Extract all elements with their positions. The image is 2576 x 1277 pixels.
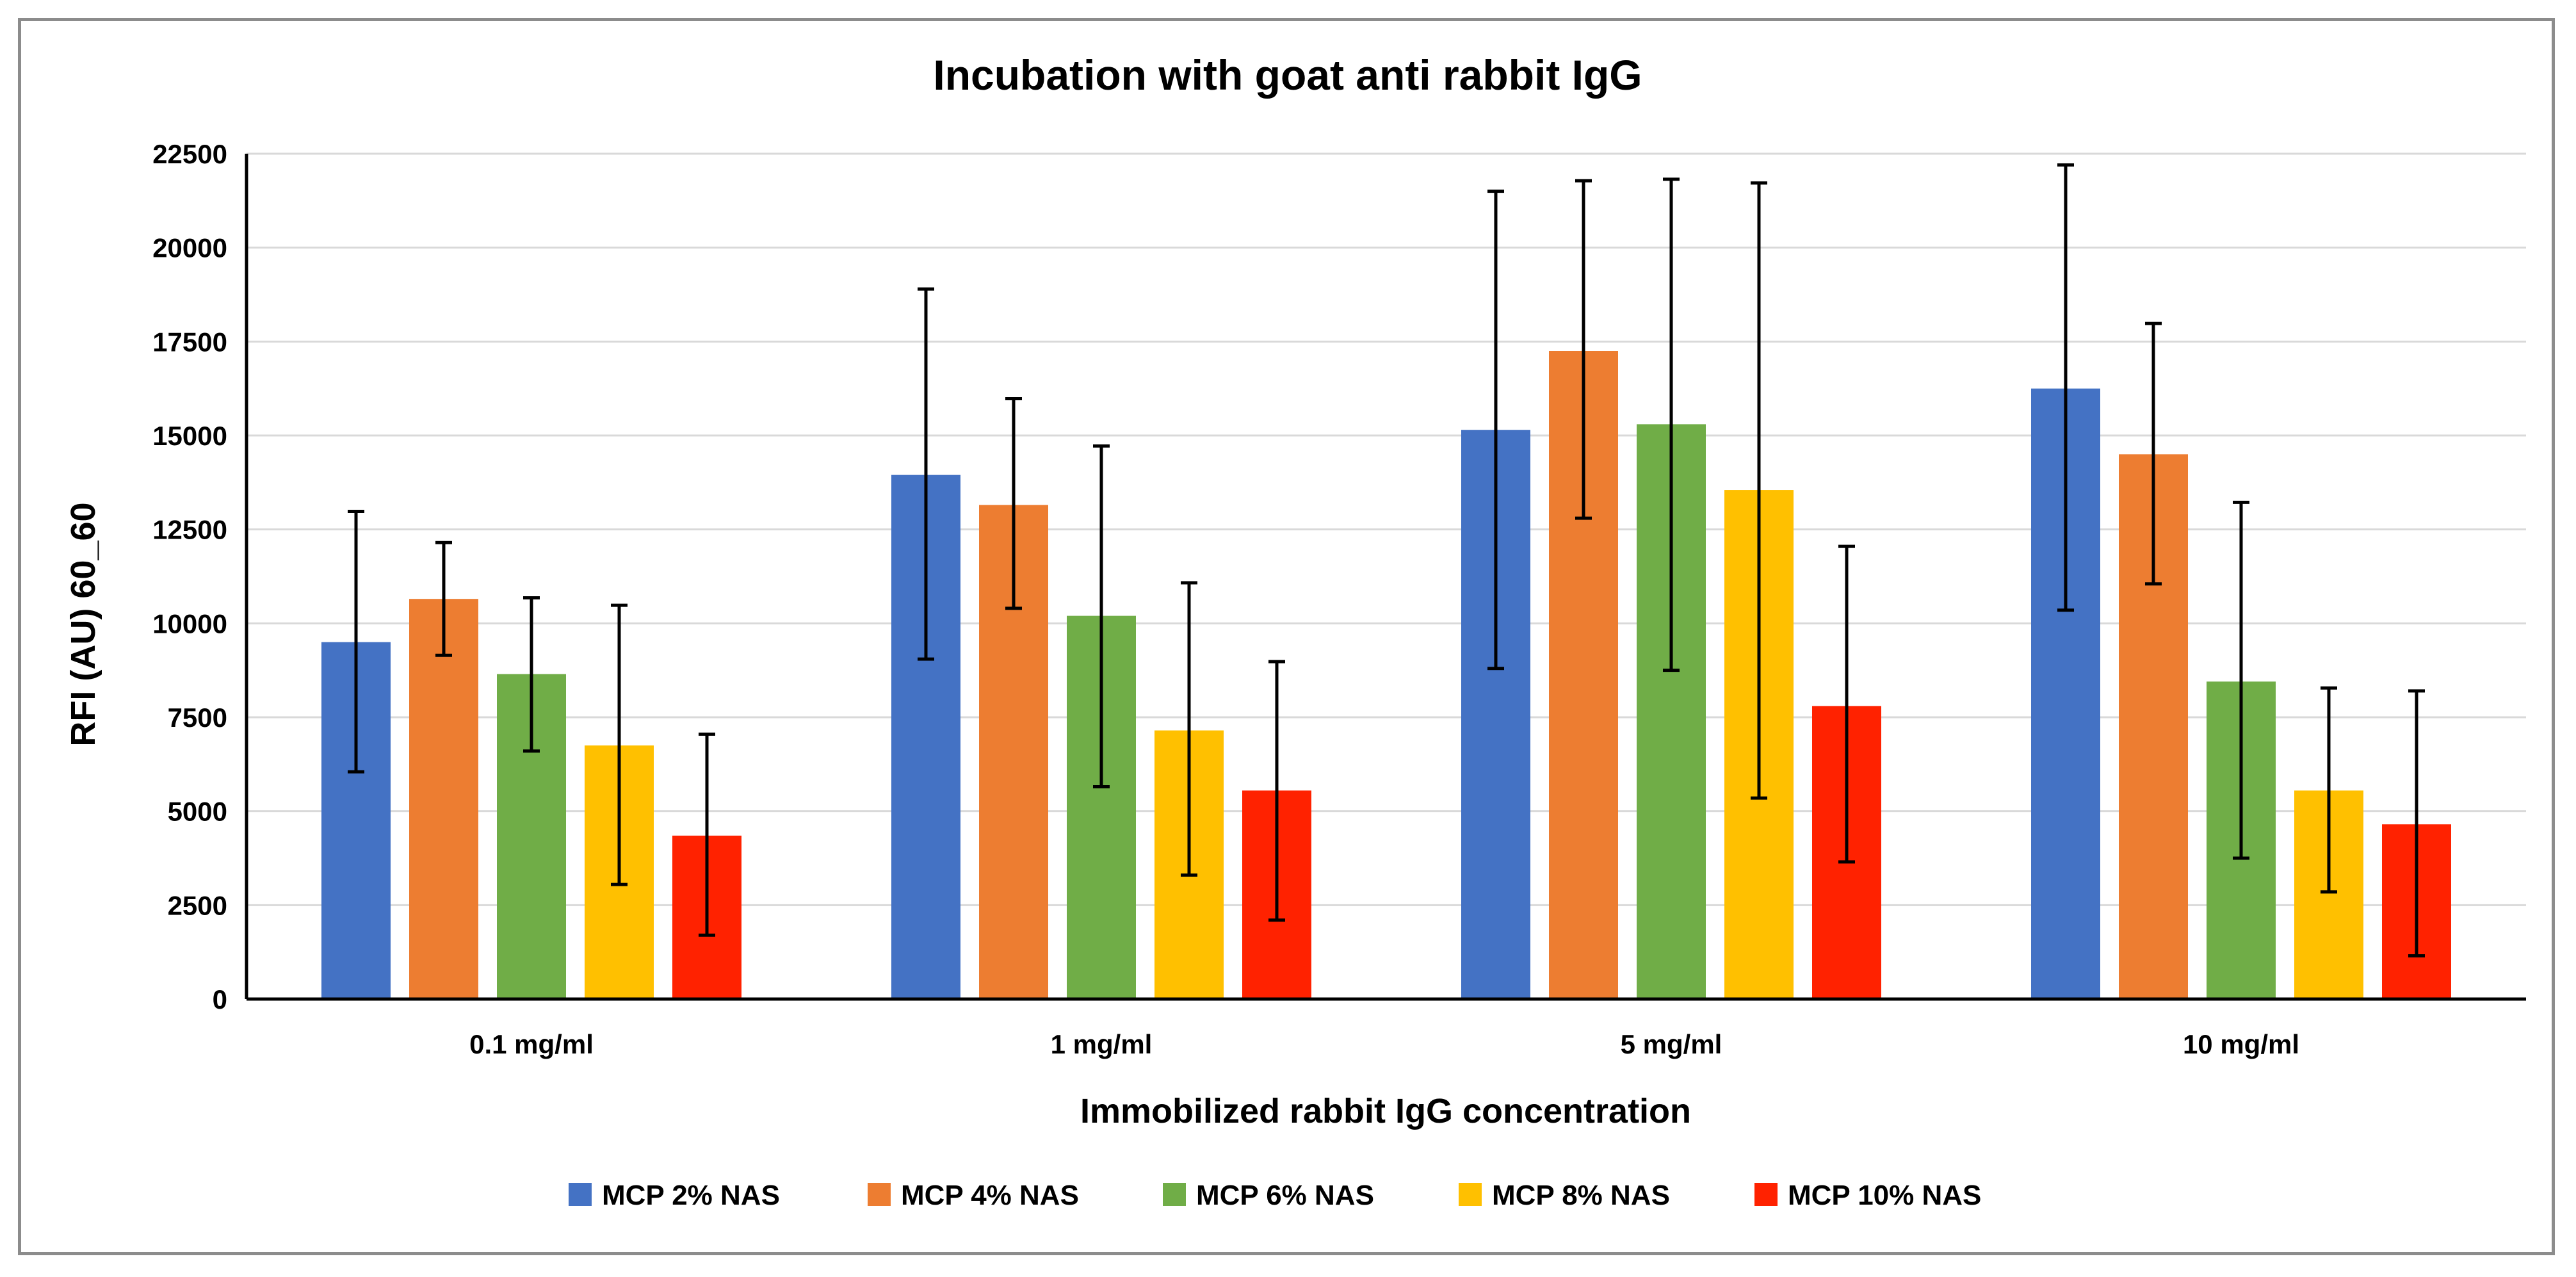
x-axis-title: Immobilized rabbit IgG concentration — [1080, 1092, 1691, 1130]
y-tick-label: 0 — [213, 984, 227, 1014]
x-tick-label: 5 mg/ml — [1621, 1029, 1722, 1059]
y-tick-label: 12500 — [152, 515, 227, 545]
legend-swatch — [569, 1183, 592, 1206]
x-tick-label: 1 mg/ml — [1051, 1029, 1153, 1059]
y-tick-label: 2500 — [168, 890, 227, 920]
y-tick-label: 5000 — [168, 797, 227, 827]
legend-label: MCP 6% NAS — [1196, 1180, 1374, 1211]
y-tick-label: 17500 — [152, 327, 227, 357]
x-tick-label: 0.1 mg/ml — [469, 1029, 594, 1059]
y-tick-label: 22500 — [152, 139, 227, 169]
bar — [409, 599, 478, 999]
y-axis-title: RFI (AU) 60_60 — [64, 502, 102, 746]
legend-label: MCP 2% NAS — [602, 1180, 780, 1211]
y-tick-label: 20000 — [152, 233, 227, 263]
y-tick-label: 10000 — [152, 608, 227, 638]
legend-label: MCP 4% NAS — [901, 1180, 1079, 1211]
bars — [321, 351, 2451, 999]
legend-label: MCP 8% NAS — [1492, 1180, 1670, 1211]
y-tick-label: 7500 — [168, 703, 227, 733]
legend-swatch — [1459, 1183, 1482, 1206]
legend: MCP 2% NAS MCP 4% NAS MCP 6% NAS MCP 8% NAS… — [569, 1180, 1981, 1211]
legend-swatch — [1754, 1183, 1778, 1206]
chart-title: Incubation with goat anti rabbit IgG — [933, 51, 1642, 99]
y-tick-labels: 0 2500 5000 7500 10000 12500 15000 17500 20000 22… — [152, 139, 227, 1014]
y-tick-label: 15000 — [152, 421, 227, 451]
legend-swatch — [1163, 1183, 1186, 1206]
x-tick-label: 10 mg/ml — [2183, 1029, 2299, 1059]
x-tick-labels: 0.1 mg/ml 1 mg/ml 5 mg/ml 10 mg/ml — [469, 1029, 2299, 1059]
error-bars — [348, 163, 2425, 958]
legend-label: MCP 10% NAS — [1788, 1180, 1981, 1211]
legend-swatch — [868, 1183, 891, 1206]
axes — [245, 154, 2526, 1001]
